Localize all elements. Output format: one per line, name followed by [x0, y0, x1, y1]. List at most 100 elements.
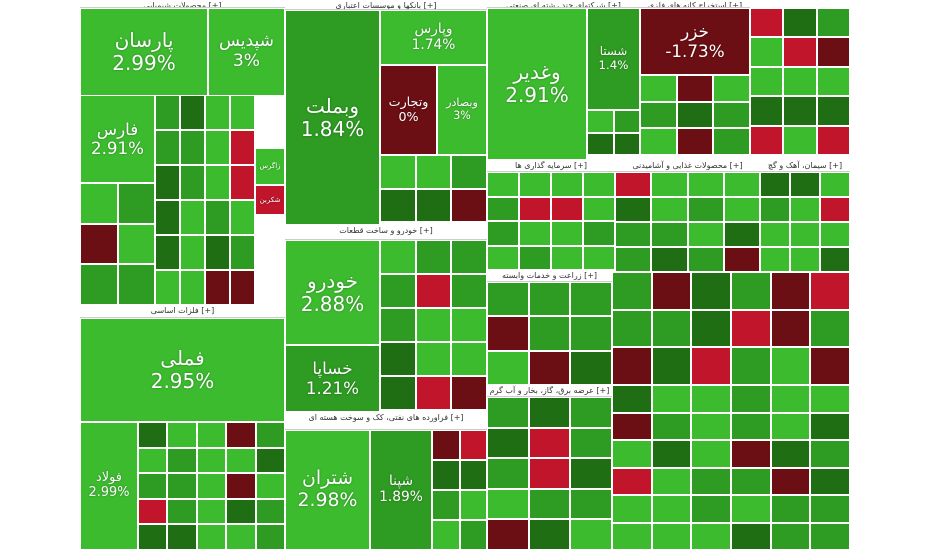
small-tile[interactable]	[528, 488, 571, 520]
small-tile[interactable]	[205, 200, 230, 235]
small-tile[interactable]	[750, 96, 784, 126]
small-tile[interactable]	[691, 385, 731, 413]
small-tile[interactable]	[459, 460, 487, 490]
small-tile[interactable]	[380, 376, 416, 410]
sector-header[interactable]: [+] استخراج کانه های فلزی	[640, 0, 750, 8]
small-tile[interactable]	[432, 490, 460, 520]
small-tile[interactable]	[180, 130, 205, 165]
small-tile[interactable]	[487, 196, 519, 221]
small-tile[interactable]	[731, 412, 771, 440]
stock-tile[interactable]: شتران 2.98%	[285, 430, 370, 550]
small-tile[interactable]	[676, 75, 714, 102]
small-tile[interactable]	[230, 270, 255, 305]
small-tile[interactable]	[155, 165, 180, 200]
small-tile[interactable]	[651, 412, 692, 440]
small-tile[interactable]	[640, 101, 677, 129]
small-tile[interactable]	[415, 155, 452, 189]
small-tile[interactable]	[731, 385, 771, 413]
small-tile[interactable]	[816, 66, 850, 97]
small-tile[interactable]	[691, 522, 731, 550]
small-tile[interactable]	[451, 274, 487, 308]
small-tile[interactable]	[180, 165, 205, 200]
small-tile[interactable]	[570, 458, 612, 489]
small-tile[interactable]	[810, 385, 850, 413]
small-tile[interactable]	[451, 155, 487, 189]
small-tile[interactable]	[487, 172, 519, 197]
small-tile[interactable]	[226, 422, 256, 448]
small-tile[interactable]	[155, 95, 180, 130]
small-tile[interactable]	[487, 488, 529, 520]
small-tile[interactable]	[691, 467, 731, 495]
small-tile[interactable]	[380, 308, 416, 342]
small-tile[interactable]	[691, 309, 731, 348]
small-tile[interactable]	[587, 132, 614, 155]
small-tile[interactable]	[230, 235, 255, 270]
small-tile[interactable]	[138, 524, 168, 550]
small-tile[interactable]	[528, 316, 571, 351]
small-tile[interactable]	[731, 272, 771, 310]
small-tile[interactable]	[415, 342, 452, 376]
small-tile[interactable]	[687, 172, 724, 197]
small-tile[interactable]	[770, 440, 811, 468]
small-tile[interactable]	[451, 188, 487, 222]
small-tile[interactable]	[117, 264, 155, 305]
small-tile[interactable]	[583, 245, 615, 270]
small-tile[interactable]	[459, 430, 487, 460]
small-tile[interactable]	[380, 155, 416, 189]
small-tile[interactable]	[205, 235, 230, 270]
small-tile[interactable]	[651, 272, 692, 310]
small-tile[interactable]	[612, 495, 652, 523]
small-tile[interactable]	[651, 247, 688, 272]
small-tile[interactable]	[138, 447, 168, 474]
small-tile[interactable]	[451, 376, 487, 410]
small-tile[interactable]	[196, 498, 227, 525]
small-tile[interactable]	[528, 350, 571, 385]
small-tile[interactable]	[820, 222, 850, 247]
stock-tile[interactable]: خودرو 2.88%	[285, 240, 380, 345]
small-tile[interactable]	[612, 272, 652, 310]
small-tile[interactable]	[226, 473, 256, 499]
small-tile[interactable]	[519, 221, 551, 246]
small-tile[interactable]	[583, 196, 615, 221]
small-tile[interactable]	[783, 66, 817, 97]
small-tile[interactable]	[770, 467, 811, 495]
small-tile[interactable]	[138, 473, 168, 499]
small-tile[interactable]	[570, 519, 612, 550]
small-tile[interactable]	[612, 385, 652, 413]
small-tile[interactable]	[196, 447, 227, 474]
small-tile[interactable]	[519, 196, 551, 221]
small-tile[interactable]	[615, 247, 652, 272]
small-tile[interactable]	[691, 412, 731, 440]
small-tile[interactable]	[613, 110, 640, 133]
stock-tile[interactable]: خزر -1.73%	[640, 8, 750, 75]
small-tile[interactable]	[432, 520, 460, 550]
small-tile[interactable]	[528, 282, 571, 317]
small-tile[interactable]	[820, 197, 850, 222]
stock-tile[interactable]: فولاد 2.99%	[80, 422, 138, 550]
small-tile[interactable]	[676, 101, 714, 129]
small-tile[interactable]	[167, 473, 197, 499]
small-tile[interactable]	[155, 200, 180, 235]
sector-header[interactable]: [+] بانکها و موسسات اعتباری	[285, 0, 487, 10]
small-tile[interactable]	[487, 316, 529, 351]
small-tile[interactable]	[528, 427, 571, 459]
small-tile[interactable]	[810, 440, 850, 468]
small-tile[interactable]	[760, 247, 790, 272]
small-tile[interactable]	[790, 172, 820, 197]
small-tile[interactable]	[612, 440, 652, 468]
small-tile[interactable]	[205, 165, 230, 200]
small-tile[interactable]	[432, 430, 460, 460]
small-tile[interactable]	[612, 347, 652, 385]
small-tile[interactable]	[770, 385, 811, 413]
small-tile[interactable]	[255, 498, 285, 525]
small-tile[interactable]	[380, 188, 416, 222]
small-tile[interactable]	[255, 422, 285, 448]
small-tile[interactable]	[167, 498, 197, 525]
small-tile[interactable]	[713, 101, 750, 129]
small-tile[interactable]	[612, 309, 652, 348]
small-tile[interactable]	[651, 495, 692, 523]
small-tile[interactable]	[180, 95, 205, 130]
small-tile[interactable]	[583, 172, 615, 197]
small-tile[interactable]	[205, 130, 230, 165]
small-tile[interactable]	[760, 197, 790, 222]
